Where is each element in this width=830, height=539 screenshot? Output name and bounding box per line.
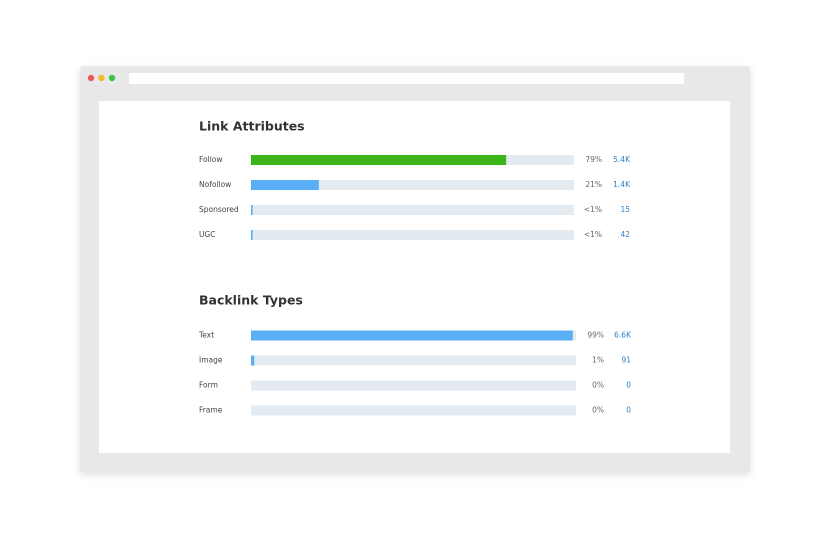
bar xyxy=(251,155,507,165)
minimize-button[interactable] xyxy=(98,74,105,82)
bar-track xyxy=(251,180,574,190)
section-title: Link Attributes xyxy=(199,119,305,134)
percent-label: 1% xyxy=(592,356,604,365)
percent-label: 0% xyxy=(592,406,604,415)
bar xyxy=(251,230,253,240)
row-label: Form xyxy=(199,381,218,390)
bar-track xyxy=(251,230,574,240)
count-label: 1.4K xyxy=(613,180,631,189)
count-label: 91 xyxy=(621,356,631,365)
percent-label: 99% xyxy=(587,331,604,340)
section-title: Backlink Types xyxy=(199,293,303,308)
count-label: 5.4K xyxy=(613,155,631,164)
address-bar[interactable] xyxy=(129,73,684,84)
bar xyxy=(251,330,573,341)
percent-label: <1% xyxy=(584,230,602,239)
content-area xyxy=(99,101,730,453)
row-label: Frame xyxy=(199,406,223,415)
bar xyxy=(251,355,255,366)
row-label: Text xyxy=(198,331,214,340)
row-label: Follow xyxy=(199,155,223,164)
maximize-button[interactable] xyxy=(108,74,116,82)
count-label: 0 xyxy=(626,381,631,390)
percent-label: 79% xyxy=(585,155,602,164)
row-label: Sponsored xyxy=(199,205,239,214)
bar xyxy=(251,180,319,190)
percent-label: 0% xyxy=(592,381,604,390)
count-label: 42 xyxy=(620,230,630,239)
row-label: UGC xyxy=(199,230,216,239)
bar-track xyxy=(251,380,576,391)
count-label: 15 xyxy=(620,205,630,214)
percent-label: 21% xyxy=(585,180,602,189)
row-label: Image xyxy=(199,356,223,365)
row-label: Nofollow xyxy=(199,180,231,189)
bar-track xyxy=(251,205,574,215)
bar-track xyxy=(251,405,576,416)
count-label: 6.6K xyxy=(614,331,632,340)
close-button[interactable] xyxy=(87,74,95,82)
count-label: 0 xyxy=(626,406,631,415)
bar-track xyxy=(251,355,576,366)
percent-label: <1% xyxy=(584,205,602,214)
bar xyxy=(251,205,253,215)
